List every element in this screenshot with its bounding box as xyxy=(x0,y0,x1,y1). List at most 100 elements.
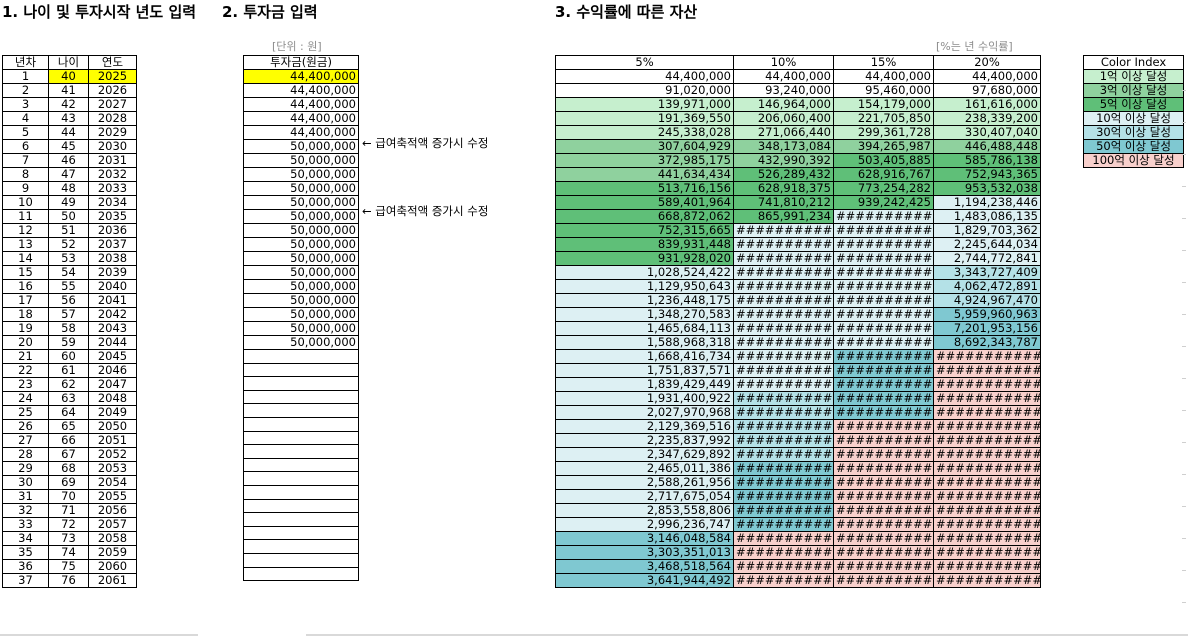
asset-value-cell[interactable]: ############ xyxy=(933,461,1041,476)
asset-value-cell[interactable]: 2,129,369,516 xyxy=(555,419,734,434)
asset-value-cell[interactable]: ########### xyxy=(733,489,834,504)
year-cell[interactable]: 2056 xyxy=(88,503,137,518)
year-cell[interactable]: 2052 xyxy=(88,447,137,462)
asset-value-cell[interactable]: ############ xyxy=(933,489,1041,504)
asset-value-cell[interactable]: 8,692,343,787 xyxy=(933,335,1041,350)
investment-cell[interactable]: 50,000,000 xyxy=(243,237,359,252)
asset-value-cell[interactable]: 44,400,000 xyxy=(733,69,834,84)
asset-value-cell[interactable]: ############ xyxy=(933,433,1041,448)
year-cell[interactable]: 2050 xyxy=(88,419,137,434)
asset-value-cell[interactable]: ############ xyxy=(933,363,1041,378)
year-index-cell[interactable]: 9 xyxy=(2,181,49,196)
investment-cell[interactable]: 50,000,000 xyxy=(243,265,359,280)
asset-value-cell[interactable]: 752,315,665 xyxy=(555,223,734,238)
year-cell[interactable]: 2031 xyxy=(88,153,137,168)
asset-value-cell[interactable]: ########### xyxy=(833,517,934,532)
asset-value-cell[interactable]: 1,348,270,583 xyxy=(555,307,734,322)
age-cell[interactable]: 50 xyxy=(48,209,89,224)
asset-value-cell[interactable]: ########### xyxy=(733,531,834,546)
asset-value-cell[interactable]: ########### xyxy=(733,447,834,462)
year-index-cell[interactable]: 22 xyxy=(2,363,49,378)
investment-cell[interactable]: 50,000,000 xyxy=(243,279,359,294)
asset-value-cell[interactable]: ########### xyxy=(833,475,934,490)
asset-value-cell[interactable]: 1,465,684,113 xyxy=(555,321,734,336)
asset-value-cell[interactable]: 628,918,375 xyxy=(733,181,834,196)
investment-cell[interactable]: 50,000,000 xyxy=(243,307,359,322)
asset-value-cell[interactable]: 7,201,953,156 xyxy=(933,321,1041,336)
asset-value-cell[interactable]: 446,488,448 xyxy=(933,139,1041,154)
investment-cell[interactable]: 44,400,000 xyxy=(243,97,359,112)
year-cell[interactable]: 2025 xyxy=(88,69,137,84)
asset-value-cell[interactable]: 299,361,728 xyxy=(833,125,934,140)
year-cell[interactable]: 2042 xyxy=(88,307,137,322)
asset-value-cell[interactable]: 4,062,472,891 xyxy=(933,279,1041,294)
asset-value-cell[interactable]: 1,588,968,318 xyxy=(555,335,734,350)
asset-value-cell[interactable]: ############ xyxy=(933,447,1041,462)
year-cell[interactable]: 2049 xyxy=(88,405,137,420)
investment-cell[interactable]: 50,000,000 xyxy=(243,335,359,350)
asset-value-cell[interactable]: ########### xyxy=(833,405,934,420)
year-cell[interactable]: 2048 xyxy=(88,391,137,406)
asset-value-cell[interactable]: 1,839,429,449 xyxy=(555,377,734,392)
year-index-cell[interactable]: 4 xyxy=(2,111,49,126)
asset-value-cell[interactable]: 752,943,365 xyxy=(933,167,1041,182)
asset-value-cell[interactable]: 307,604,929 xyxy=(555,139,734,154)
age-cell[interactable]: 62 xyxy=(48,377,89,392)
asset-value-cell[interactable]: 513,716,156 xyxy=(555,181,734,196)
asset-value-cell[interactable]: ############ xyxy=(933,559,1041,574)
investment-cell[interactable] xyxy=(243,389,359,405)
asset-value-cell[interactable]: ############ xyxy=(933,377,1041,392)
year-index-cell[interactable]: 14 xyxy=(2,251,49,266)
asset-value-cell[interactable]: 348,173,084 xyxy=(733,139,834,154)
year-index-cell[interactable]: 34 xyxy=(2,531,49,546)
asset-value-cell[interactable]: 2,245,644,034 xyxy=(933,237,1041,252)
asset-value-cell[interactable]: ########### xyxy=(733,363,834,378)
age-cell[interactable]: 66 xyxy=(48,433,89,448)
column-header[interactable]: 투자금(원금) xyxy=(243,55,359,70)
investment-cell[interactable] xyxy=(243,552,359,568)
age-cell[interactable]: 45 xyxy=(48,139,89,154)
column-header[interactable]: 연도 xyxy=(88,55,137,70)
asset-value-cell[interactable]: ########### xyxy=(733,293,834,308)
asset-value-cell[interactable]: 5,959,960,963 xyxy=(933,307,1041,322)
age-cell[interactable]: 63 xyxy=(48,391,89,406)
asset-value-cell[interactable]: 628,916,767 xyxy=(833,167,934,182)
year-index-cell[interactable]: 33 xyxy=(2,517,49,532)
investment-cell[interactable]: 50,000,000 xyxy=(243,153,359,168)
asset-value-cell[interactable]: 3,303,351,013 xyxy=(555,545,734,560)
investment-cell[interactable]: 44,400,000 xyxy=(243,69,359,84)
asset-value-cell[interactable]: ########### xyxy=(833,377,934,392)
asset-value-cell[interactable]: 1,668,416,734 xyxy=(555,349,734,364)
asset-value-cell[interactable]: ########### xyxy=(733,307,834,322)
asset-value-cell[interactable]: 3,468,518,564 xyxy=(555,559,734,574)
column-header[interactable]: 나이 xyxy=(48,55,89,70)
asset-value-cell[interactable]: 585,786,138 xyxy=(933,153,1041,168)
asset-value-cell[interactable]: 839,931,448 xyxy=(555,237,734,252)
asset-value-cell[interactable]: ########### xyxy=(733,349,834,364)
asset-value-cell[interactable]: 161,616,000 xyxy=(933,97,1041,112)
asset-value-cell[interactable]: ########### xyxy=(733,405,834,420)
asset-value-cell[interactable]: 394,265,987 xyxy=(833,139,934,154)
asset-value-cell[interactable]: ########### xyxy=(733,265,834,280)
year-index-cell[interactable]: 19 xyxy=(2,321,49,336)
asset-value-cell[interactable]: 1,028,524,422 xyxy=(555,265,734,280)
column-header[interactable]: 년차 xyxy=(2,55,49,70)
age-cell[interactable]: 41 xyxy=(48,83,89,98)
asset-value-cell[interactable]: 95,460,000 xyxy=(833,83,934,98)
asset-value-cell[interactable]: ########### xyxy=(833,489,934,504)
investment-cell[interactable]: 50,000,000 xyxy=(243,223,359,238)
asset-value-cell[interactable]: 97,680,000 xyxy=(933,83,1041,98)
year-cell[interactable]: 2058 xyxy=(88,531,137,546)
asset-value-cell[interactable]: ########### xyxy=(833,531,934,546)
year-cell[interactable]: 2061 xyxy=(88,573,137,588)
year-index-cell[interactable]: 31 xyxy=(2,489,49,504)
investment-cell[interactable] xyxy=(243,484,359,500)
investment-cell[interactable] xyxy=(243,457,359,473)
investment-cell[interactable] xyxy=(243,349,359,364)
asset-value-cell[interactable]: ########### xyxy=(833,461,934,476)
investment-cell[interactable] xyxy=(243,444,359,459)
asset-value-cell[interactable]: ############ xyxy=(933,475,1041,490)
asset-value-cell[interactable]: 271,066,440 xyxy=(733,125,834,140)
year-index-cell[interactable]: 7 xyxy=(2,153,49,168)
investment-cell[interactable] xyxy=(243,416,359,432)
